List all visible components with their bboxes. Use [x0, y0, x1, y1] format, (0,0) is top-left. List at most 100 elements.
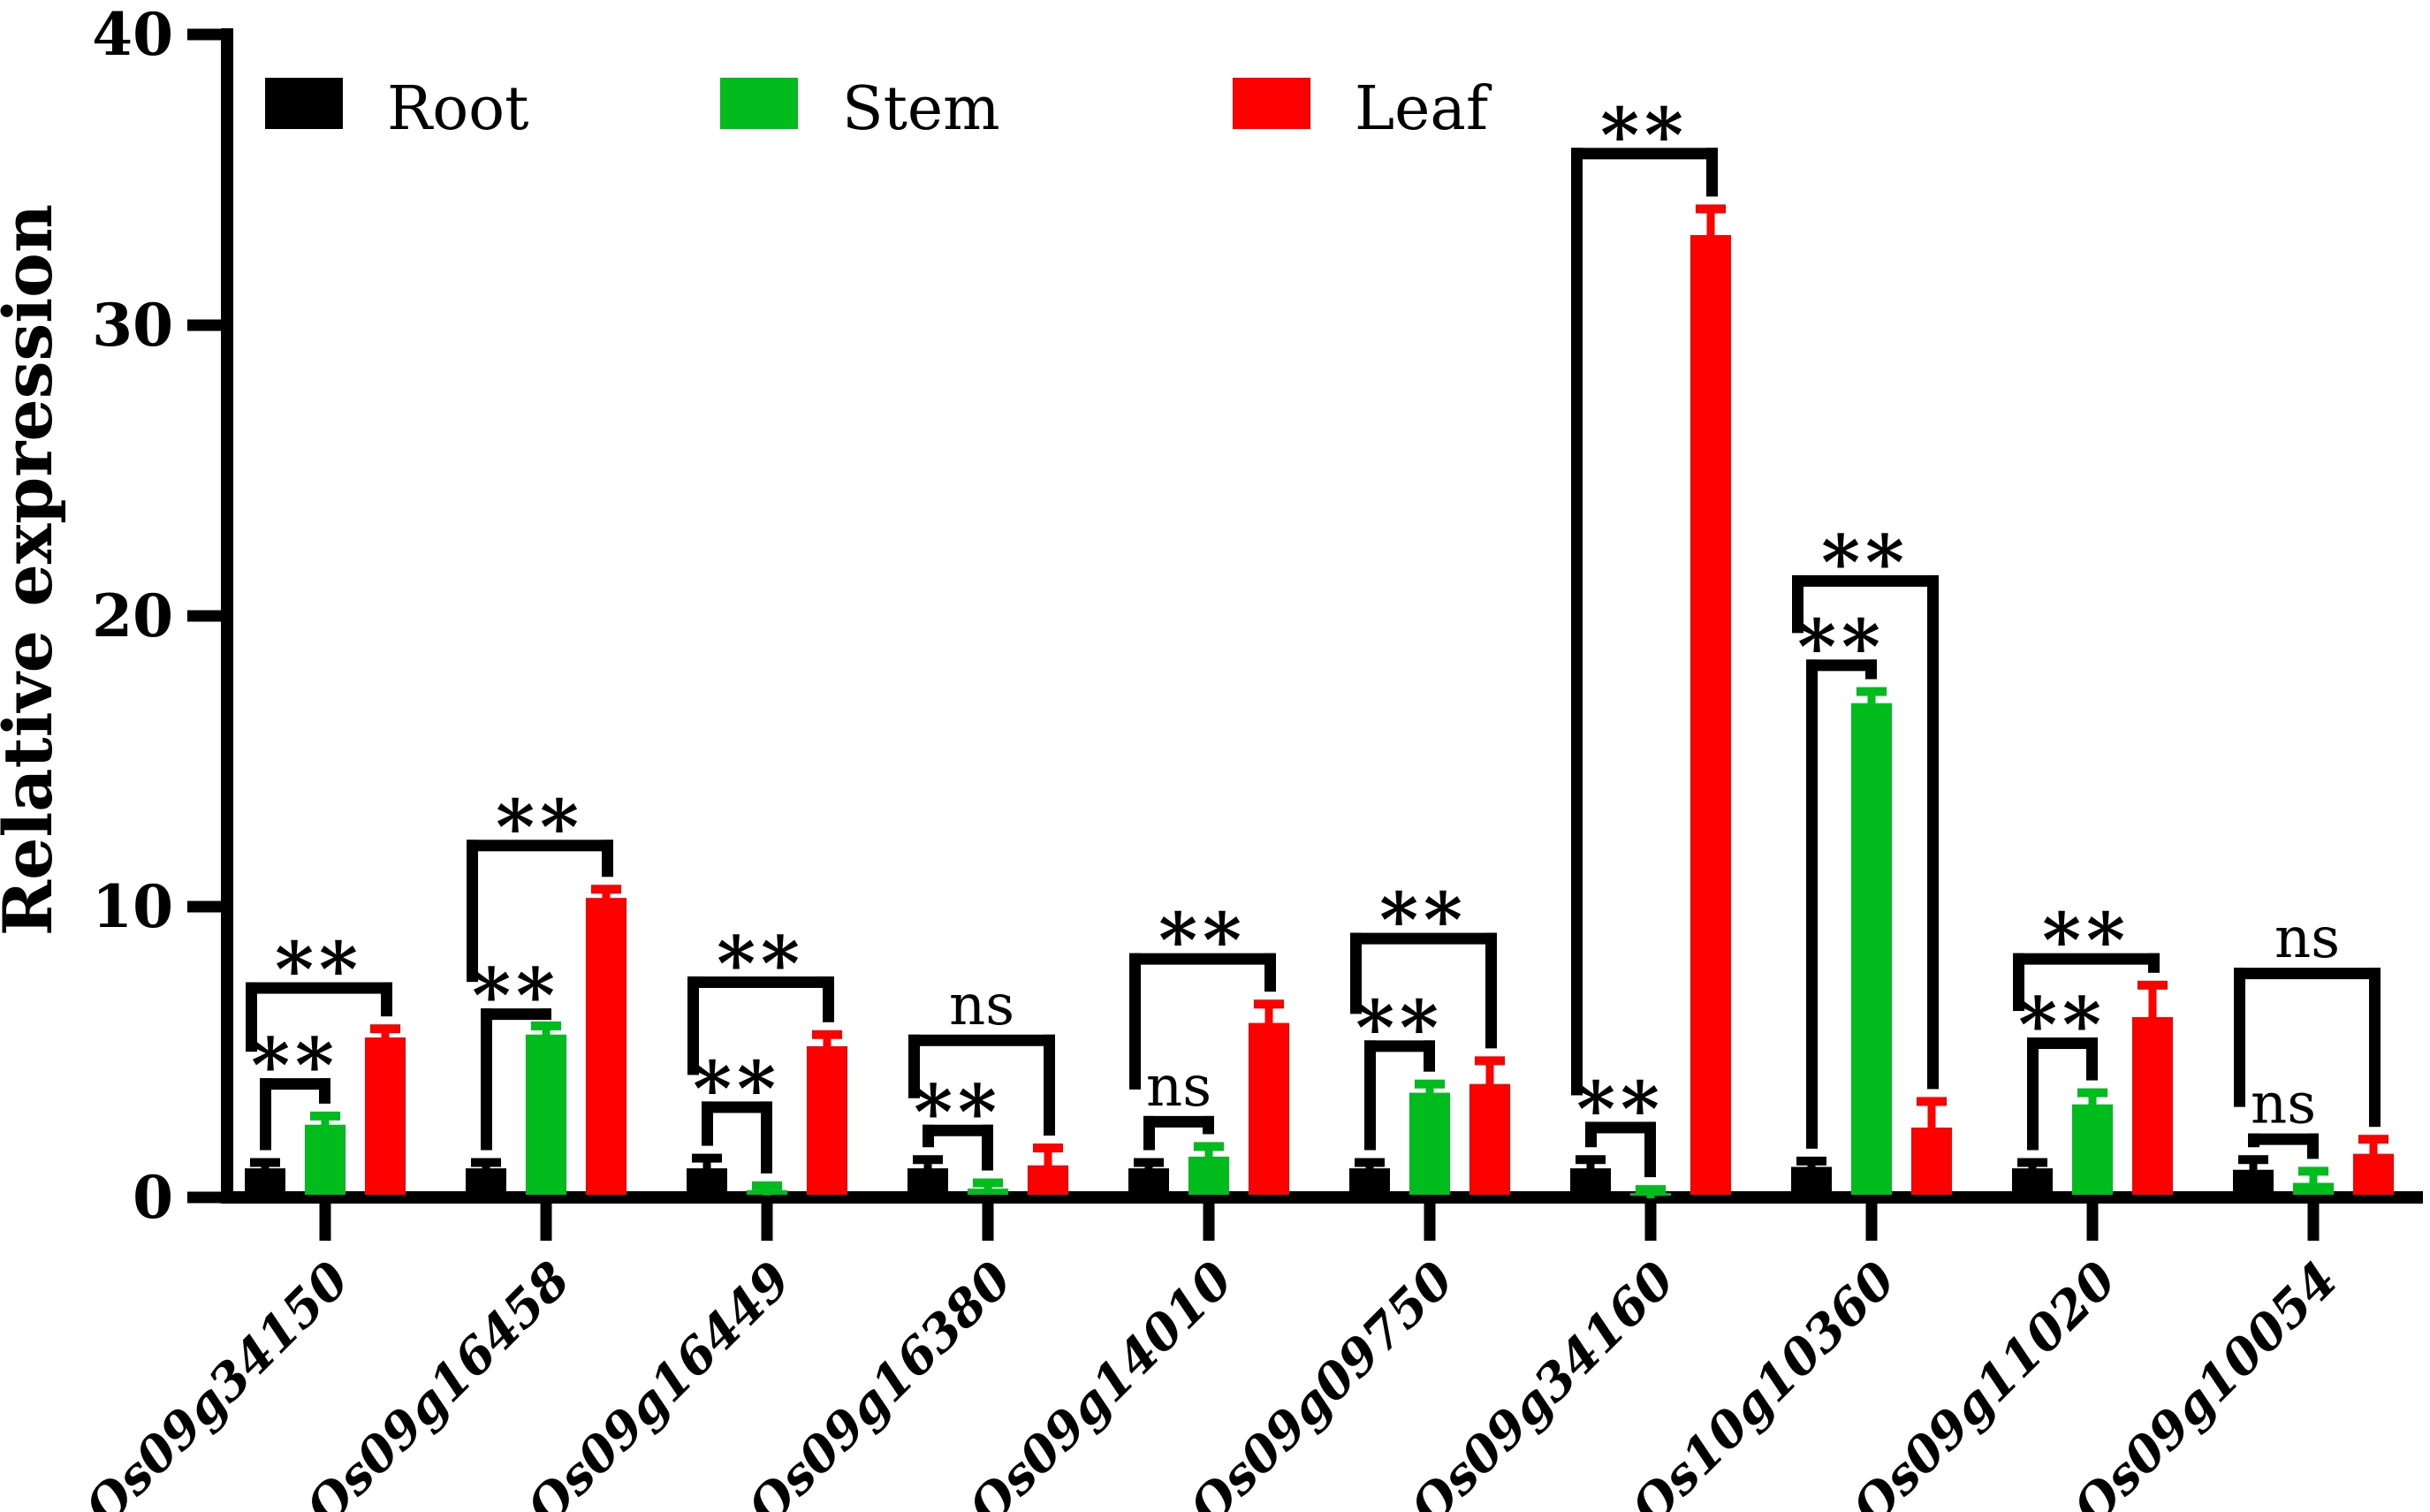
- error-bar-cap-root: [2017, 1158, 2047, 1167]
- significance-label: ns: [2251, 1072, 2316, 1137]
- sig-bracket-leg: [1706, 148, 1718, 197]
- significance-label: ns: [949, 973, 1014, 1038]
- error-bar-line-root: [1144, 1162, 1153, 1174]
- sig-bracket-leg: [1129, 953, 1141, 1090]
- error-bar-cap-stem: [531, 1021, 561, 1030]
- x-tick: [1203, 1204, 1215, 1241]
- sig-bracket-leg: [1203, 1115, 1214, 1135]
- sig-bracket-leg: [1585, 1121, 1597, 1148]
- sig-bracket-inner: [1585, 1121, 1656, 1134]
- sig-bracket-inner: [1364, 1040, 1435, 1052]
- sig-bracket-leg: [2369, 968, 2381, 1128]
- x-tick: [2086, 1204, 2099, 1241]
- sig-bracket-outer: [2013, 953, 2160, 965]
- sig-bracket-leg: [761, 1101, 772, 1174]
- legend-label-root: Root: [387, 74, 528, 144]
- bar-leaf-Os09g14010: [1249, 1022, 1289, 1195]
- significance-label: **: [914, 1068, 1002, 1156]
- error-bar-line-root: [1586, 1159, 1595, 1174]
- error-bar-line-stem: [1204, 1146, 1213, 1162]
- error-bar-line-leaf: [381, 1029, 390, 1044]
- error-bar-cap-root: [692, 1153, 722, 1163]
- y-axis-title: Relative expression: [0, 204, 67, 936]
- sig-bracket-leg: [982, 1124, 993, 1171]
- significance-label: **: [693, 1045, 781, 1132]
- significance-label: **: [1158, 897, 1247, 984]
- bar-leaf-Os09g16458: [586, 898, 626, 1195]
- bar-stem-Os10g10360: [1851, 703, 1892, 1195]
- significance-label: **: [717, 920, 805, 1007]
- error-bar-line-root: [261, 1162, 270, 1174]
- sig-bracket-leg: [2086, 1037, 2098, 1081]
- error-bar-line-leaf: [2369, 1139, 2378, 1159]
- bar-leaf-Os09g11020: [2132, 1017, 2173, 1195]
- sig-bracket-leg: [1792, 574, 1804, 634]
- sig-bracket-inner: [2248, 1133, 2319, 1145]
- sig-bracket-leg: [1044, 1034, 1055, 1136]
- error-bar-cap-root: [1576, 1155, 1606, 1165]
- y-axis-line: [221, 28, 233, 1204]
- error-bar-line-stem: [983, 1182, 992, 1195]
- error-bar-line-root: [1807, 1160, 1816, 1173]
- significance-label: **: [1797, 603, 1886, 690]
- y-tick-label: 30: [92, 291, 173, 360]
- significance-label: **: [251, 1022, 339, 1109]
- error-bar-cap-stem: [1415, 1079, 1445, 1089]
- bar-stem-Os09g10054: [2293, 1182, 2334, 1195]
- significance-label: **: [1576, 1065, 1665, 1152]
- sig-bracket-leg: [467, 840, 478, 983]
- bar-stem-Os09g14010: [1188, 1156, 1229, 1195]
- error-bar-line-stem: [321, 1115, 330, 1130]
- sig-bracket-leg: [1644, 1121, 1656, 1178]
- significance-label: **: [1821, 519, 1910, 606]
- sig-bracket-leg: [1264, 953, 1276, 992]
- error-bar-cap-stem: [752, 1181, 782, 1190]
- sig-bracket-inner: [923, 1124, 993, 1136]
- y-tick: [187, 610, 221, 622]
- bar-leaf-Os09g34150: [365, 1037, 406, 1195]
- significance-label: **: [275, 926, 363, 1014]
- error-bar-cap-stem: [973, 1178, 1003, 1188]
- sig-bracket-leg: [702, 1101, 713, 1146]
- sig-bracket-leg: [1143, 1115, 1155, 1151]
- sig-bracket-inner: [702, 1101, 772, 1113]
- significance-label: ns: [2274, 906, 2340, 971]
- bar-leaf-Os10g10360: [1911, 1128, 1952, 1195]
- error-bar-line-leaf: [2148, 984, 2157, 1023]
- sig-bracket-outer: [1129, 953, 1276, 965]
- y-tick-label: 20: [92, 581, 173, 650]
- y-tick: [187, 319, 221, 331]
- sig-bracket-leg: [1865, 659, 1877, 680]
- sig-bracket-leg: [2148, 953, 2160, 973]
- error-bar-cap-leaf: [591, 885, 621, 894]
- significance-label: ns: [1146, 1054, 1211, 1120]
- sig-bracket-leg: [1927, 574, 1939, 1090]
- error-bar-cap-stem: [1636, 1185, 1666, 1195]
- error-bar-cap-leaf: [1917, 1097, 1947, 1106]
- x-tick: [540, 1204, 552, 1241]
- bar-stem-Os09g11020: [2072, 1104, 2113, 1195]
- error-bar-cap-leaf: [1033, 1143, 1063, 1153]
- error-bar-line-stem: [542, 1025, 551, 1040]
- x-tick: [982, 1204, 994, 1241]
- error-bar-cap-leaf: [1475, 1056, 1505, 1066]
- significance-label: **: [496, 783, 584, 870]
- error-bar-cap-leaf: [812, 1030, 842, 1039]
- error-bar-line-leaf: [1927, 1101, 1936, 1134]
- error-bar-line-root: [923, 1159, 932, 1174]
- sig-bracket-leg: [381, 982, 392, 1017]
- x-tick: [2307, 1204, 2320, 1241]
- bar-leaf-Os09g09750: [1469, 1083, 1510, 1195]
- sig-bracket-inner: [1143, 1115, 1214, 1128]
- sig-bracket-leg: [602, 840, 613, 878]
- error-bar-cap-leaf: [370, 1024, 400, 1034]
- error-bar-line-root: [482, 1162, 490, 1174]
- legend-label-leaf: Leaf: [1355, 74, 1492, 144]
- error-bar-line-leaf: [1706, 209, 1715, 241]
- sig-bracket-outer: [467, 840, 613, 852]
- error-bar-cap-stem: [2077, 1088, 2107, 1098]
- sig-bracket-outer: [908, 1034, 1055, 1046]
- error-bar-cap-root: [1796, 1156, 1826, 1166]
